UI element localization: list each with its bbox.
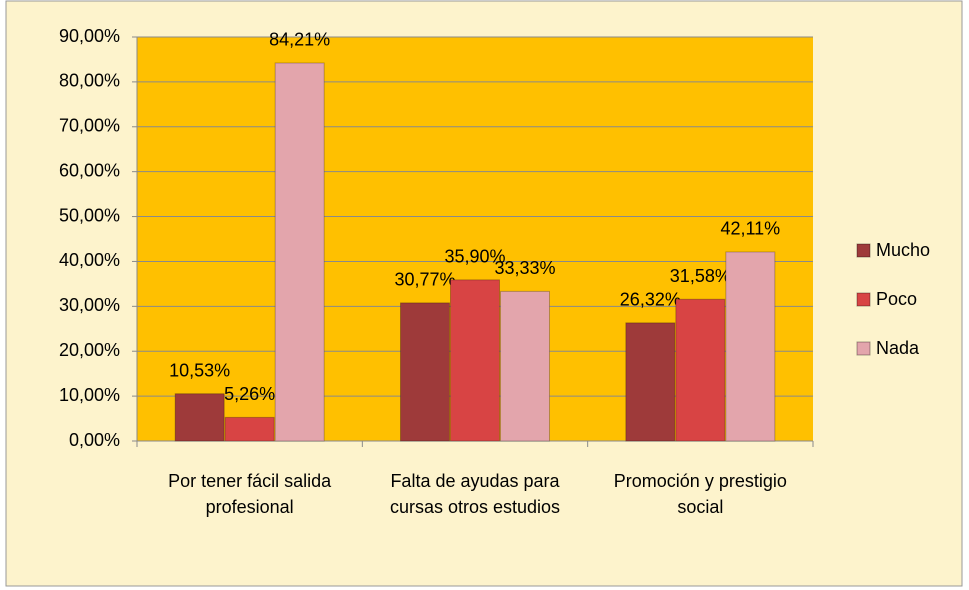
data-label: 10,53% — [169, 360, 230, 380]
data-label: 33,33% — [494, 258, 555, 278]
legend-swatch — [856, 292, 871, 307]
x-tick-label: Por tener fácil salida profesional — [168, 471, 332, 517]
bar — [274, 62, 325, 442]
bar — [400, 302, 450, 442]
bar — [625, 322, 676, 442]
legend-swatch — [856, 341, 871, 356]
data-label: 84,21% — [269, 30, 330, 50]
x-tick-label: Promoción y prestigio social — [613, 471, 787, 517]
bar — [224, 416, 275, 442]
data-label: 42,11% — [720, 219, 780, 239]
data-label: 31,58% — [670, 266, 731, 286]
y-tick-label: 80,00% — [59, 71, 120, 91]
bar — [675, 298, 726, 442]
y-tick-label: 30,00% — [59, 295, 120, 315]
y-tick-label: 50,00% — [59, 205, 120, 225]
y-tick-label: 40,00% — [59, 250, 120, 270]
legend-swatch — [856, 243, 871, 258]
y-tick-label: 90,00% — [59, 26, 120, 46]
y-tick-label: 0,00% — [69, 430, 120, 450]
data-label: 35,90% — [444, 247, 505, 267]
data-label: 5,26% — [224, 384, 275, 404]
legend-label: Poco — [876, 289, 917, 309]
bar — [725, 251, 776, 442]
y-tick-label: 70,00% — [59, 116, 120, 136]
x-tick-label: Falta de ayudas para cursas otros estudi… — [389, 471, 561, 517]
y-tick-label: 20,00% — [59, 340, 120, 360]
bar — [450, 279, 500, 442]
data-label: 30,77% — [394, 270, 455, 290]
y-tick-label: 10,00% — [59, 385, 120, 405]
legend-label: Mucho — [876, 240, 930, 260]
bar — [174, 393, 225, 442]
legend-label: Nada — [876, 338, 920, 358]
y-tick-label: 60,00% — [59, 160, 120, 180]
bar — [500, 290, 550, 442]
data-label: 26,32% — [620, 290, 681, 310]
